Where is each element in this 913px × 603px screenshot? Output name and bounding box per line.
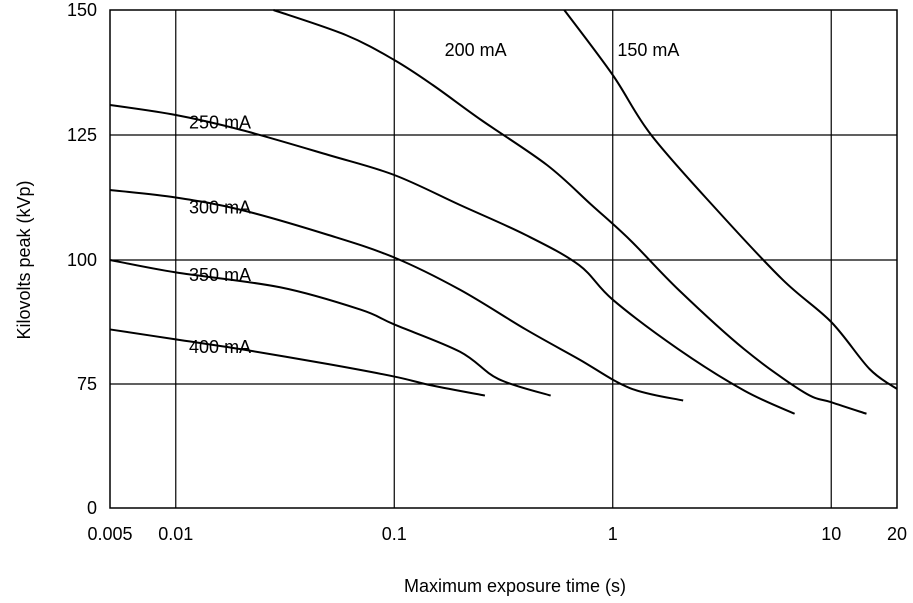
x-tick-label: 20: [887, 524, 907, 544]
series-line-400-ma: [109, 328, 486, 397]
series-labels: 150 mA 200 mA 250 mA 300 mA 350 mA 400 mA: [189, 40, 679, 357]
x-tick-label: 10: [821, 524, 841, 544]
series-label-300-ma: 300 mA: [189, 198, 251, 218]
y-tick-label: 100: [67, 250, 97, 270]
y-tick-labels: 0 75 100 125 150: [67, 0, 97, 518]
x-tick-label: 0.1: [382, 524, 407, 544]
series-label-150-ma: 150 mA: [617, 40, 679, 60]
series-line-350-ma: [109, 259, 551, 397]
series-label-200-ma: 200 mA: [445, 40, 507, 60]
series-line-250-ma: [109, 104, 796, 415]
series-line-300-ma: [109, 189, 684, 402]
y-axis-label: Kilovolts peak (kVp): [14, 180, 34, 339]
x-tick-label: 0.01: [158, 524, 193, 544]
x-tick-labels: 0.005 0.01 0.1 1 10 20: [87, 524, 907, 544]
series-label-350-ma: 350 mA: [189, 265, 251, 285]
y-tick-label: 125: [67, 125, 97, 145]
series-line-200-ma: [273, 9, 867, 415]
series-label-250-ma: 250 mA: [189, 113, 251, 133]
series-line-150-ma: [563, 9, 898, 390]
y-tick-label: 0: [87, 498, 97, 518]
plot-frame: [109, 9, 898, 509]
series-label-400-ma: 400 mA: [189, 337, 251, 357]
series-lines: [109, 9, 898, 415]
y-tick-label: 150: [67, 0, 97, 20]
x-tick-label: 1: [608, 524, 618, 544]
x-tick-label: 0.005: [87, 524, 132, 544]
x-axis-label: Maximum exposure time (s): [404, 576, 626, 596]
y-tick-label: 75: [77, 374, 97, 394]
grid: [110, 10, 897, 508]
